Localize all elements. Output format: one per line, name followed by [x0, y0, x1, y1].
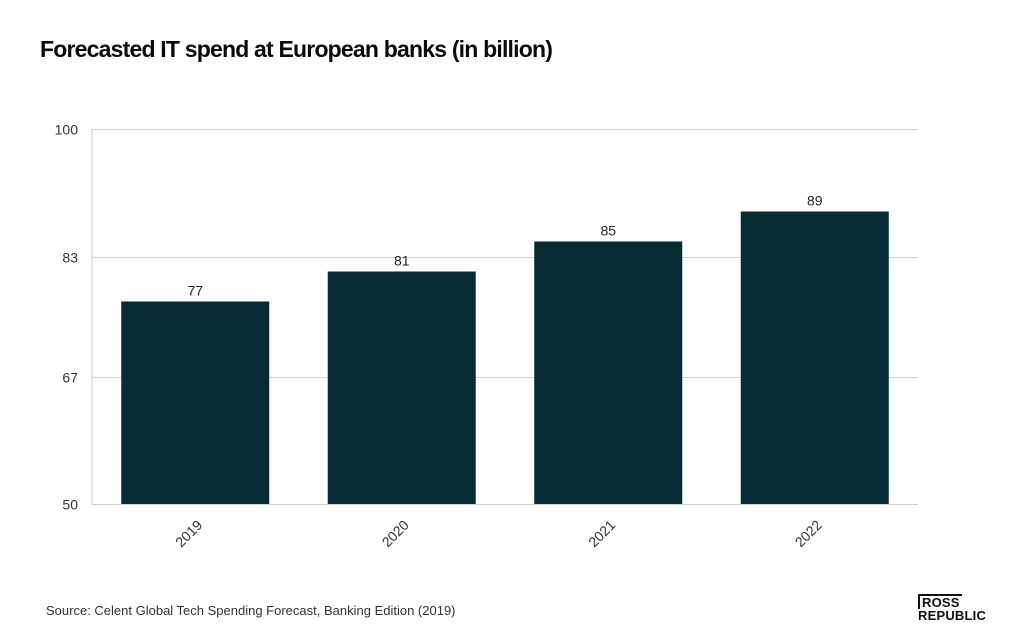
data-label: 81 — [394, 253, 410, 269]
x-tick-label: 2021 — [585, 517, 618, 550]
x-axis-ticks: 2019 2020 2021 2022 — [172, 517, 825, 550]
chart-title: Forecasted IT spend at European banks (i… — [40, 36, 553, 62]
bar — [534, 241, 683, 504]
bar — [740, 211, 889, 504]
value-labels: 77 81 85 89 — [187, 193, 822, 299]
bars — [121, 211, 889, 504]
y-tick-label: 50 — [62, 497, 78, 513]
y-tick-label: 67 — [62, 370, 78, 386]
brand-logo: ROSS REPUBLIC — [918, 594, 998, 622]
data-label: 77 — [187, 283, 203, 299]
bar — [121, 301, 270, 504]
source-note: Source: Celent Global Tech Spending Fore… — [46, 603, 456, 618]
y-tick-label: 100 — [55, 122, 79, 138]
x-tick-label: 2020 — [379, 517, 412, 550]
y-tick-label: 83 — [62, 250, 78, 266]
bar — [327, 271, 476, 504]
x-tick-label: 2022 — [792, 517, 825, 550]
x-tick-label: 2019 — [172, 517, 205, 550]
brand-line-1: ROSS — [918, 594, 962, 609]
data-label: 89 — [807, 193, 823, 209]
y-axis-ticks: 50 67 83 100 — [55, 122, 79, 513]
data-label: 85 — [600, 223, 616, 239]
brand-line-2: REPUBLIC — [918, 608, 987, 623]
